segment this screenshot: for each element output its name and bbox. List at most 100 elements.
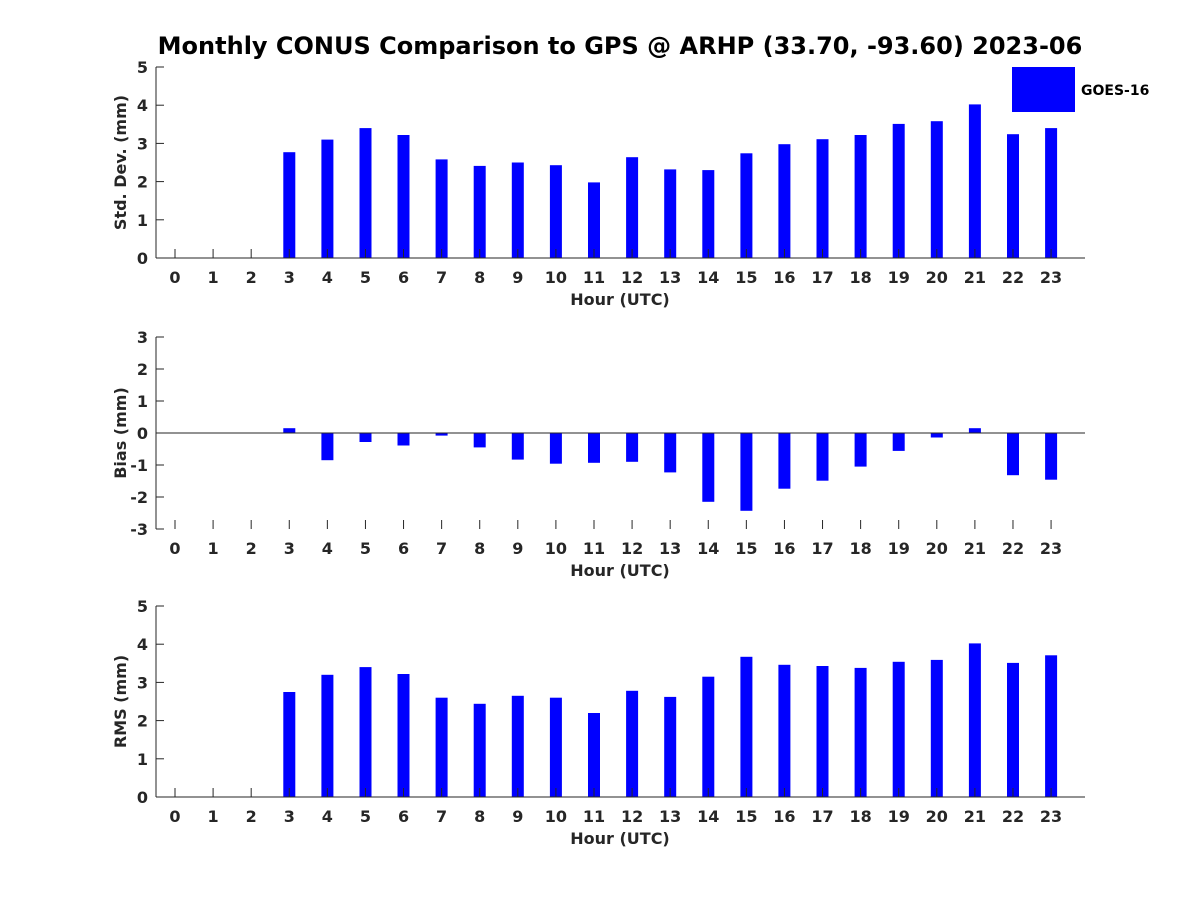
x-tick-label: 12 xyxy=(621,268,643,287)
x-tick-label: 12 xyxy=(621,539,643,558)
x-tick-label: 23 xyxy=(1040,268,1062,287)
x-tick-label: 3 xyxy=(284,807,295,826)
y-tick-label: 2 xyxy=(137,360,148,379)
y-tick-label: -3 xyxy=(130,520,148,539)
x-tick-label: 11 xyxy=(583,268,605,287)
y-tick-label: 0 xyxy=(137,788,148,807)
x-tick-label: 10 xyxy=(545,268,567,287)
x-tick-label: 6 xyxy=(398,807,409,826)
x-tick-label: 1 xyxy=(208,539,219,558)
bar-hour-20 xyxy=(930,433,943,438)
x-tick-label: 5 xyxy=(360,539,371,558)
y-tick-label: 3 xyxy=(137,134,148,153)
x-tick-label: 19 xyxy=(888,807,910,826)
bar-hour-22 xyxy=(1007,433,1019,476)
bar-hour-3 xyxy=(283,152,296,258)
x-tick-label: 0 xyxy=(169,807,180,826)
bar-hour-18 xyxy=(854,135,867,258)
x-tick-label: 8 xyxy=(474,807,485,826)
bar-hour-4 xyxy=(321,433,334,461)
x-tick-label: 7 xyxy=(436,268,447,287)
bar-hour-8 xyxy=(473,433,486,448)
x-tick-label: 11 xyxy=(583,807,605,826)
bar-hour-17 xyxy=(816,139,829,258)
bar-hour-20 xyxy=(930,659,943,797)
x-tick-label: 0 xyxy=(169,268,180,287)
x-tick-label: 3 xyxy=(284,539,295,558)
x-tick-label: 13 xyxy=(659,268,681,287)
bar-hour-6 xyxy=(397,135,410,258)
x-tick-label: 2 xyxy=(246,268,257,287)
bar-hour-3 xyxy=(283,428,296,433)
y-axis-label: Bias (mm) xyxy=(111,387,130,479)
x-tick-label: 6 xyxy=(398,268,409,287)
bar-hour-10 xyxy=(549,433,562,464)
x-tick-label: 4 xyxy=(322,807,333,826)
x-tick-label: 3 xyxy=(284,268,295,287)
bar-hour-8 xyxy=(473,165,486,258)
x-tick-label: 2 xyxy=(246,539,257,558)
bar-hour-11 xyxy=(588,433,600,463)
x-tick-label: 0 xyxy=(169,539,180,558)
bar-hour-22 xyxy=(1007,662,1019,797)
bar-hour-22 xyxy=(1007,134,1019,258)
bar-hour-18 xyxy=(854,433,867,467)
bar-hour-7 xyxy=(435,433,448,436)
y-tick-label: 5 xyxy=(137,58,148,77)
bar-hour-21 xyxy=(968,428,981,433)
bar-hour-16 xyxy=(778,433,791,489)
bar-hour-11 xyxy=(588,182,600,258)
bar-hour-15 xyxy=(740,153,753,258)
y-tick-label: 0 xyxy=(137,249,148,268)
bar-hour-6 xyxy=(397,674,410,797)
y-tick-label: 3 xyxy=(137,328,148,347)
bar-hour-8 xyxy=(473,703,486,797)
bar-hour-21 xyxy=(968,643,981,797)
x-tick-label: 4 xyxy=(322,539,333,558)
x-tick-label: 1 xyxy=(208,268,219,287)
y-tick-label: 4 xyxy=(137,635,148,654)
x-tick-label: 20 xyxy=(926,268,948,287)
x-tick-label: 22 xyxy=(1002,268,1024,287)
x-tick-label: 23 xyxy=(1040,807,1062,826)
x-tick-label: 21 xyxy=(964,807,986,826)
bar-hour-9 xyxy=(511,695,524,797)
x-tick-label: 9 xyxy=(512,268,523,287)
x-tick-label: 17 xyxy=(811,807,833,826)
legend-label: GOES-16 xyxy=(1081,83,1149,99)
x-axis-label: Hour (UTC) xyxy=(570,829,670,848)
x-tick-label: 18 xyxy=(849,807,871,826)
bar-hour-20 xyxy=(930,121,943,258)
x-tick-label: 18 xyxy=(849,539,871,558)
bar-hour-19 xyxy=(892,433,905,451)
x-tick-label: 8 xyxy=(474,539,485,558)
x-tick-label: 14 xyxy=(697,539,719,558)
bar-hour-3 xyxy=(283,692,296,797)
bar-hour-11 xyxy=(588,713,600,797)
x-tick-label: 16 xyxy=(773,807,795,826)
x-tick-label: 21 xyxy=(964,268,986,287)
x-tick-label: 17 xyxy=(811,268,833,287)
bar-hour-9 xyxy=(511,433,524,460)
bar-hour-17 xyxy=(816,433,829,481)
x-tick-label: 23 xyxy=(1040,539,1062,558)
x-tick-label: 6 xyxy=(398,539,409,558)
bar-hour-15 xyxy=(740,433,753,511)
x-tick-label: 10 xyxy=(545,539,567,558)
x-tick-label: 18 xyxy=(849,268,871,287)
bar-hour-23 xyxy=(1045,128,1058,258)
y-tick-label: 1 xyxy=(137,392,148,411)
bar-hour-21 xyxy=(968,104,981,259)
bar-hour-18 xyxy=(854,667,867,797)
chart-title: Monthly CONUS Comparison to GPS @ ARHP (… xyxy=(158,32,1083,60)
x-tick-label: 19 xyxy=(888,268,910,287)
bar-hour-6 xyxy=(397,433,410,446)
x-tick-label: 9 xyxy=(512,807,523,826)
x-tick-label: 2 xyxy=(246,807,257,826)
x-tick-label: 9 xyxy=(512,539,523,558)
x-tick-label: 15 xyxy=(735,539,757,558)
bar-hour-16 xyxy=(778,144,791,258)
